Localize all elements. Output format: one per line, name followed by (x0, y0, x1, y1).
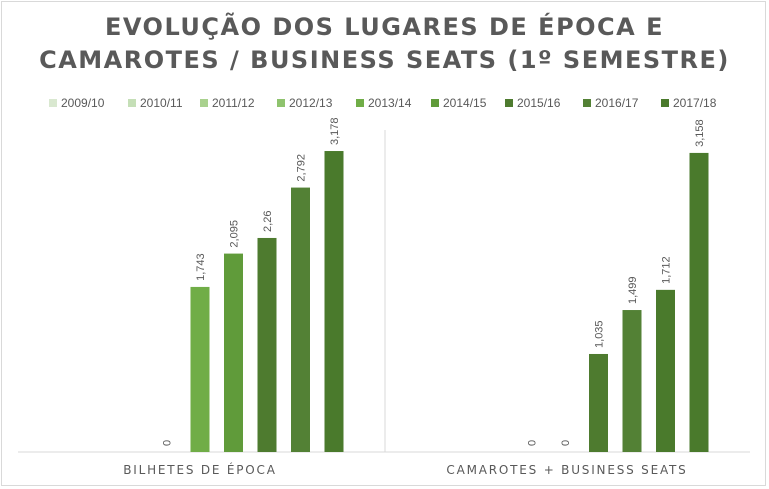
data-label: 1,712 (661, 256, 673, 284)
bar-bilhetes-5 (324, 151, 344, 452)
bar-camarotes-5 (689, 152, 709, 452)
data-label: 0 (162, 440, 174, 446)
legend-item-2016-17: 2016/17 (583, 94, 638, 112)
data-label: 0 (560, 440, 572, 446)
bar-camarotes-3 (622, 310, 642, 452)
data-label: 1,743 (195, 253, 207, 281)
legend-swatch (49, 99, 57, 107)
category-label-bilhetes: BILHETES DE ÉPOCA (123, 462, 277, 477)
data-label: 2,095 (229, 220, 241, 248)
data-label: 3,178 (329, 117, 341, 145)
legend-swatch (277, 99, 285, 107)
legend-item-2010-11: 2010/11 (128, 94, 183, 112)
data-label: 2,26 (262, 211, 274, 232)
category-label-camarotes: CAMAROTES + BUSINESS SEATS (446, 463, 687, 477)
bar-camarotes-2 (589, 353, 608, 452)
legend-item-2017-18: 2017/18 (661, 94, 716, 112)
bar-bilhetes-3 (257, 237, 277, 452)
legend-label: 2010/11 (140, 96, 183, 110)
legend-label: 2013/14 (368, 96, 412, 110)
legend-label: 2015/16 (517, 96, 561, 110)
legend-label: 2011/12 (212, 96, 255, 110)
legend-swatch (583, 99, 591, 107)
bar-bilhetes-1 (190, 286, 210, 452)
chart-title-line-2: CAMAROTES / BUSINESS SEATS (1º SEMESTRE) (39, 46, 730, 74)
legend-swatch (128, 99, 136, 107)
legend-item-2015-16: 2015/16 (505, 94, 560, 112)
legend-swatch (661, 99, 669, 107)
chart-title: EVOLUÇÃO DOS LUGARES DE ÉPOCA E CAMAROTE… (0, 11, 769, 77)
legend-label: 2014/15 (443, 96, 487, 110)
bar-bilhetes-4 (291, 187, 310, 452)
data-label: 1,499 (627, 277, 639, 305)
bar-camarotes-4 (656, 289, 675, 452)
legend-label: 2009/10 (61, 96, 105, 110)
chart-title-line-1: EVOLUÇÃO DOS LUGARES DE ÉPOCA E (105, 13, 664, 41)
legend-swatch (200, 99, 208, 107)
legend-swatch (431, 99, 439, 107)
legend-item-2012-13: 2012/13 (277, 94, 332, 112)
legend-label: 2017/18 (673, 96, 717, 110)
legend-label: 2016/17 (595, 96, 639, 110)
data-label: 1,035 (594, 320, 606, 348)
legend-swatch (356, 99, 364, 107)
data-label: 2,792 (296, 154, 308, 182)
legend-item-2009-10: 2009/10 (49, 94, 104, 112)
legend-item-2014-15: 2014/15 (431, 94, 486, 112)
legend-item-2013-14: 2013/14 (356, 94, 411, 112)
legend-item-2011-12: 2011/12 (200, 94, 255, 112)
chart-legend: 2009/10 2010/11 2011/12 2012/13 2013/14 2014/… (0, 94, 769, 112)
data-label: 0 (527, 440, 539, 446)
legend-swatch (505, 99, 513, 107)
legend-label: 2012/13 (289, 96, 333, 110)
bar-bilhetes-2 (224, 253, 243, 452)
data-label: 3,158 (694, 119, 706, 147)
